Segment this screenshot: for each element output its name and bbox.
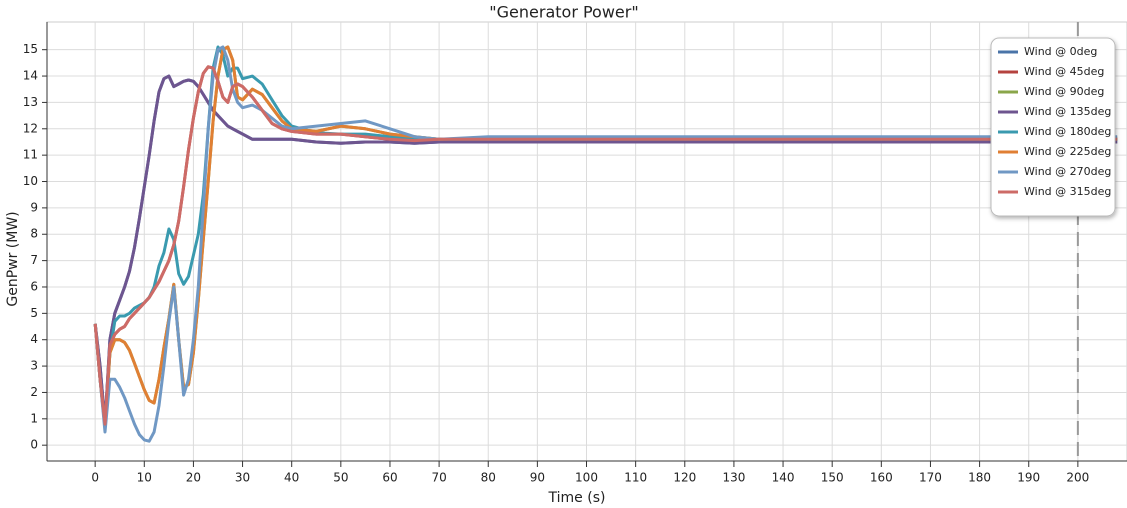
x-tick-label: 50	[333, 471, 348, 485]
grid	[46, 21, 1127, 462]
legend-label: Wind @ 225deg	[1024, 145, 1111, 158]
y-tick-label: 5	[30, 306, 38, 320]
y-tick-label: 6	[30, 279, 38, 293]
y-tick-label: 0	[30, 438, 38, 452]
legend-label: Wind @ 0deg	[1024, 45, 1097, 58]
chart-title: "Generator Power"	[489, 3, 638, 22]
y-tick-label: 4	[30, 332, 38, 346]
y-tick-label: 10	[23, 174, 38, 188]
series-line	[93, 74, 1118, 426]
x-tick-label: 140	[772, 471, 795, 485]
y-tick-label: 12	[23, 121, 38, 135]
x-tick-label: 200	[1066, 471, 1089, 485]
x-tick-label: 120	[673, 471, 696, 485]
y-tick-label: 9	[30, 200, 38, 214]
legend-label: Wind @ 45deg	[1024, 65, 1104, 78]
y-tick-label: 3	[30, 359, 38, 373]
x-tick-label: 160	[870, 471, 893, 485]
y-tick-label: 15	[23, 42, 38, 56]
x-tick-label: 150	[821, 471, 844, 485]
x-tick-label: 90	[530, 471, 545, 485]
x-tick-label: 80	[481, 471, 496, 485]
legend-label: Wind @ 315deg	[1024, 185, 1111, 198]
y-tick-label: 11	[23, 148, 38, 162]
series-line	[93, 65, 1118, 426]
legend: Wind @ 0deg Wind @ 45deg Wind @ 90deg Wind …	[990, 37, 1116, 217]
y-tick-label: 2	[30, 385, 38, 399]
lines	[93, 45, 1118, 443]
x-tick-label: 100	[575, 471, 598, 485]
x-tick-label: 190	[1017, 471, 1040, 485]
x-tick-label: 180	[968, 471, 991, 485]
x-tick-label: 20	[186, 471, 201, 485]
x-axis-label: Time (s)	[548, 490, 606, 506]
x-tick-label: 10	[137, 471, 152, 485]
x-tick-label: 30	[235, 471, 250, 485]
x-tick-label: 110	[624, 471, 647, 485]
x-tick-label: 60	[382, 471, 397, 485]
y-tick-label: 14	[23, 69, 38, 83]
x-tick-label: 70	[431, 471, 446, 485]
y-tick-label: 7	[30, 253, 38, 267]
legend-box	[990, 37, 1116, 217]
legend-label: Wind @ 90deg	[1024, 85, 1104, 98]
y-tick-label: 8	[30, 227, 38, 241]
x-tick-label: 40	[284, 471, 299, 485]
legend-label: Wind @ 135deg	[1024, 105, 1111, 118]
legend-label: Wind @ 270deg	[1024, 165, 1111, 178]
x-tick-label: 170	[919, 471, 942, 485]
y-axis-label: GenPwr (MW)	[5, 211, 21, 306]
y-tick-label: 13	[23, 95, 38, 109]
y-tick-label: 1	[30, 411, 38, 425]
x-tick-label: 0	[91, 471, 99, 485]
legend-label: Wind @ 180deg	[1024, 125, 1111, 138]
x-tick-label: 130	[722, 471, 745, 485]
